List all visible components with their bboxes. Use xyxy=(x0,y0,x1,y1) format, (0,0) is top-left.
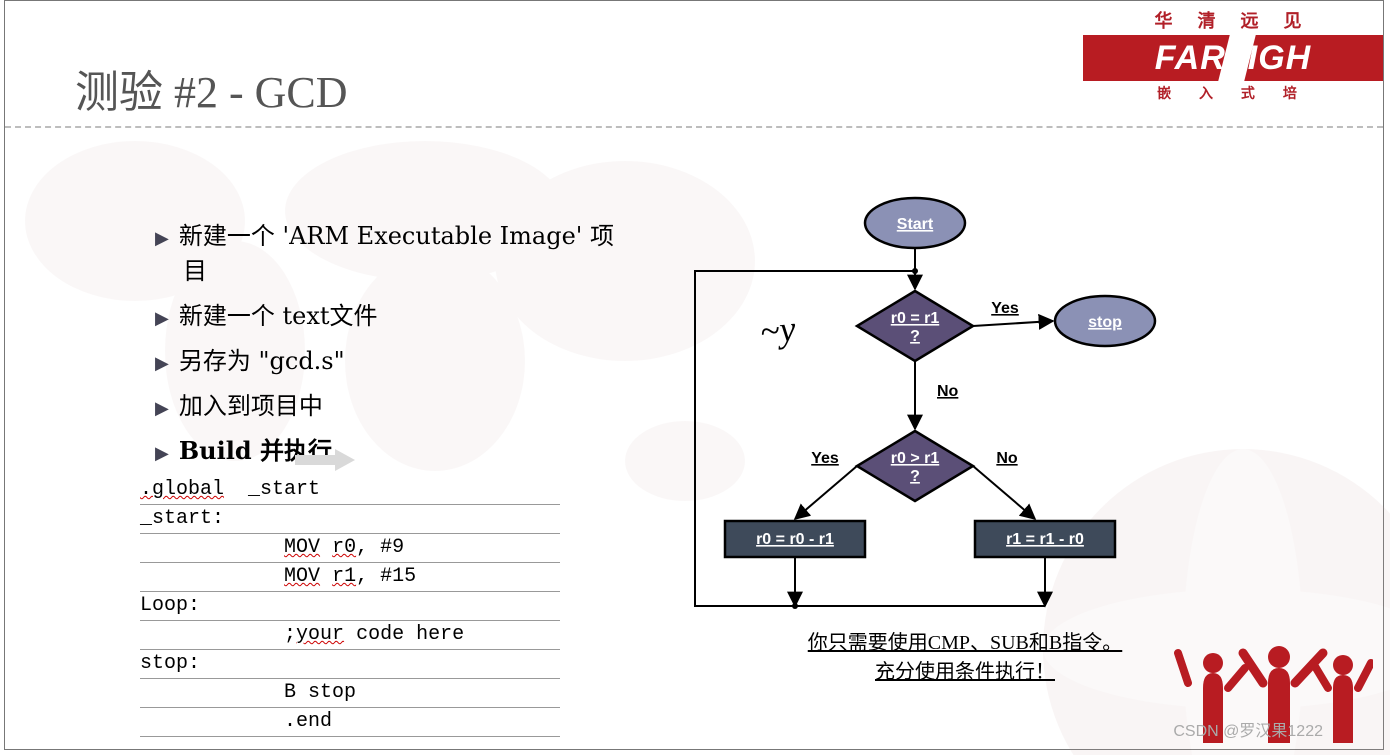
flow-caption: 你只需要使用CMP、SUB和B指令。 充分使用条件执行！ xyxy=(745,626,1185,684)
hint-arrow-icon xyxy=(295,449,355,471)
flow-label-no-1: No xyxy=(937,383,959,400)
flow-cond1-q: ? xyxy=(910,328,920,345)
flow-junction-dot-2 xyxy=(792,603,798,609)
slide-title: 测验 #2 - GCD xyxy=(75,56,348,120)
code-line-5: Loop: xyxy=(140,592,560,621)
bullet-1: ▶新建一个 'ARM Executable Image' 项 目 xyxy=(155,216,655,286)
bullet-marker-icon: ▶ xyxy=(155,353,169,374)
flow-box-right-label: r1 = r1 - r0 xyxy=(1006,531,1084,548)
flow-junction-dot xyxy=(912,268,918,274)
title-divider xyxy=(5,126,1383,128)
bullet-marker-icon: ▶ xyxy=(155,398,169,419)
flow-label-yes-1: Yes xyxy=(991,300,1019,317)
flow-node-start-label: Start xyxy=(897,216,934,233)
flow-cond1-label: r0 = r1 xyxy=(891,310,940,327)
code-line-7: stop: xyxy=(140,650,560,679)
bullet-list: ▶新建一个 'ARM Executable Image' 项 目 ▶新建一个 t… xyxy=(155,211,655,476)
bullet-marker-icon: ▶ xyxy=(155,443,169,464)
bullet-4: ▶加入到项目中 xyxy=(155,386,655,421)
logo-brand-right: IGH xyxy=(1248,39,1311,78)
flow-edge-d2-left xyxy=(795,466,857,519)
flowchart: Start r0 = r1 ? Yes stop No r0 > r1 ? Ye… xyxy=(685,191,1225,631)
code-line-3: MOV r0, #9 xyxy=(140,534,560,563)
handwritten-scribble: ~y xyxy=(758,307,798,352)
flow-cond2-q: ? xyxy=(910,468,920,485)
flow-edge-d1-stop xyxy=(973,321,1053,326)
flow-cond2-label: r0 > r1 xyxy=(891,450,940,467)
code-line-8: B stop xyxy=(140,679,560,708)
bullet-5: ▶Build 并执行 xyxy=(155,431,655,466)
bullet-marker-icon: ▶ xyxy=(155,228,169,249)
flow-box-left-label: r0 = r0 - r1 xyxy=(756,531,834,548)
bullet-marker-icon: ▶ xyxy=(155,308,169,329)
flow-edge-d2-right xyxy=(973,466,1035,519)
logo-subtitle: 嵌 入 式 培 xyxy=(1083,83,1383,103)
code-line-2: _start: xyxy=(140,505,560,534)
watermark-text: CSDN @罗汉果1222 xyxy=(1173,717,1323,741)
bullet-3: ▶另存为 "gcd.s" xyxy=(155,341,655,376)
code-line-4: MOV r1, #15 xyxy=(140,563,560,592)
caption-line-2: 充分使用条件执行！ xyxy=(745,655,1185,684)
code-line-9: .end xyxy=(140,708,560,737)
logo-main: FAR IGH xyxy=(1083,35,1383,81)
code-listing: .global _start _start: MOV r0, #9 MOV r1… xyxy=(140,476,560,737)
caption-line-1: 你只需要使用CMP、SUB和B指令。 xyxy=(745,626,1185,655)
logo-top-text: 华 清 远 见 xyxy=(1083,7,1383,33)
code-line-1: .global _start xyxy=(140,476,560,505)
logo-brand-left: FAR xyxy=(1155,39,1226,78)
bullet-2: ▶新建一个 text文件 xyxy=(155,296,655,331)
flow-label-yes-2: Yes xyxy=(811,450,839,467)
flow-node-stop-label: stop xyxy=(1088,314,1122,331)
code-line-6: ;your code here xyxy=(140,621,560,650)
brand-logo: 华 清 远 见 FAR IGH 嵌 入 式 培 xyxy=(1083,7,1383,103)
flow-label-no-2: No xyxy=(996,450,1018,467)
